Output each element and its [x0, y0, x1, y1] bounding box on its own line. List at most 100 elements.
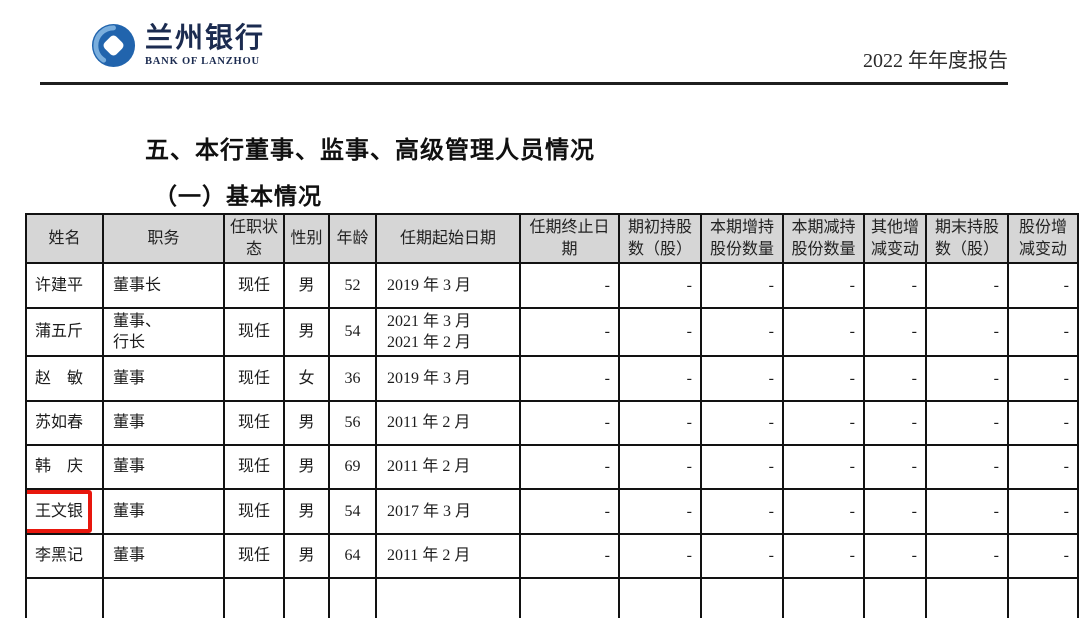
cell-shares-dec: - [782, 262, 865, 309]
cell-empty [25, 577, 104, 618]
cell-status: 现任 [223, 488, 285, 535]
cell-shares-inc: - [700, 444, 784, 490]
cell-position: 董事 [102, 488, 225, 535]
cell-name: 李黑记 [25, 533, 104, 579]
cell-empty [328, 577, 377, 618]
cell-term-start: 2017 年 3 月 [375, 488, 521, 535]
col-header-name: 姓名 [25, 213, 104, 264]
cell-name: 许建平 [25, 262, 104, 309]
table-row: 苏如春 董事 现任男 56 2011 年 2 月------- [25, 400, 1079, 446]
cell-term-start: 2019 年 3 月 [375, 262, 521, 309]
cell-position: 董事 [102, 400, 225, 446]
cell-share-change: - [1007, 355, 1079, 402]
table-row: 李黑记 董事 现任男 64 2011 年 2 月------- [25, 533, 1079, 579]
cell-position: 董事、 行长 [102, 307, 225, 357]
cell-empty [283, 577, 330, 618]
cell-empty [102, 577, 225, 618]
bank-logo-icon [91, 23, 136, 68]
cell-share-change: - [1007, 488, 1079, 535]
cell-shares-end: - [925, 533, 1009, 579]
bank-name-cn: 兰州银行 [145, 22, 266, 54]
cell-empty [863, 577, 927, 618]
cell-shares-inc: - [700, 262, 784, 309]
cell-empty [519, 577, 620, 618]
table-row-partial [25, 577, 1079, 618]
cell-empty [618, 577, 702, 618]
cell-status: 现任 [223, 400, 285, 446]
cell-shares-dec: - [782, 400, 865, 446]
cell-term-end: - [519, 533, 620, 579]
col-header-age: 年龄 [328, 213, 377, 264]
cell-other-change: - [863, 262, 927, 309]
cell-gender: 女 [283, 355, 330, 402]
cell-age: 64 [328, 533, 377, 579]
cell-age: 36 [328, 355, 377, 402]
cell-shares-inc: - [700, 355, 784, 402]
cell-term-end: - [519, 400, 620, 446]
col-header-term-start: 任期起始日期 [375, 213, 521, 264]
cell-shares-dec: - [782, 307, 865, 357]
cell-shares-end: - [925, 307, 1009, 357]
cell-shares-inc: - [700, 400, 784, 446]
cell-name: 蒲五斤 [25, 307, 104, 357]
cell-empty [375, 577, 521, 618]
cell-other-change: - [863, 355, 927, 402]
bank-logo: 兰州银行 BANK OF LANZHOU [90, 22, 265, 69]
cell-shares-begin: - [618, 355, 702, 402]
cell-age: 56 [328, 400, 377, 446]
cell-shares-begin: - [618, 307, 702, 357]
table-header-row: 姓名 职务 任职状 态 性别 年龄 任期起始日期 任期终止日期 期初持股 数（股… [25, 213, 1079, 264]
header-divider [40, 82, 1008, 85]
cell-share-change: - [1007, 262, 1079, 309]
cell-shares-begin: - [618, 533, 702, 579]
report-title: 2022 年年度报告 [863, 50, 1008, 72]
col-header-status: 任职状 态 [223, 213, 285, 264]
cell-shares-dec: - [782, 355, 865, 402]
cell-other-change: - [863, 533, 927, 579]
cell-other-change: - [863, 400, 927, 446]
cell-shares-end: - [925, 400, 1009, 446]
cell-term-start: 2021 年 3 月 2021 年 2 月 [375, 307, 521, 357]
cell-shares-inc: - [700, 533, 784, 579]
col-header-position: 职务 [102, 213, 225, 264]
cell-other-change: - [863, 488, 927, 535]
table-row: 韩 庆董事 现任男 69 2011 年 2 月------- [25, 444, 1079, 490]
cell-share-change: - [1007, 444, 1079, 490]
cell-shares-dec: - [782, 444, 865, 490]
cell-shares-begin: - [618, 400, 702, 446]
cell-share-change: - [1007, 533, 1079, 579]
cell-empty [925, 577, 1009, 618]
cell-term-end: - [519, 307, 620, 357]
col-header-share-change: 股份增 减变动 [1007, 213, 1079, 264]
cell-shares-inc: - [700, 488, 784, 535]
cell-share-change: - [1007, 400, 1079, 446]
cell-status: 现任 [223, 355, 285, 402]
cell-gender: 男 [283, 400, 330, 446]
cell-shares-end: - [925, 355, 1009, 402]
cell-status: 现任 [223, 307, 285, 357]
section-title: 五、本行董事、监事、高级管理人员情况 [145, 138, 595, 164]
cell-shares-dec: - [782, 533, 865, 579]
cell-term-start: 2019 年 3 月 [375, 355, 521, 402]
table-body: 许建平 董事长 现任男 52 2019 年 3 月 - - - - - - - 蒲五斤 董事、 行长 现任男… [25, 262, 1079, 618]
cell-age: 69 [328, 444, 377, 490]
cell-gender: 男 [283, 533, 330, 579]
cell-empty [1007, 577, 1079, 618]
cell-position: 董事长 [102, 262, 225, 309]
bank-logo-text: 兰州银行 BANK OF LANZHOU [145, 22, 266, 67]
col-header-shares-decrease: 本期减持 股份数量 [782, 213, 865, 264]
cell-position: 董事 [102, 355, 225, 402]
cell-shares-begin: - [618, 444, 702, 490]
cell-empty [223, 577, 285, 618]
cell-other-change: - [863, 444, 927, 490]
table-row: 许建平 董事长 现任男 52 2019 年 3 月------- [25, 262, 1079, 309]
cell-shares-end: - [925, 262, 1009, 309]
cell-empty [782, 577, 865, 618]
cell-empty [700, 577, 784, 618]
cell-shares-begin: - [618, 488, 702, 535]
table-row: 蒲五斤 董事、 行长 现任男 54 2021 年 3 月 2021 年 2 月-----… [25, 307, 1079, 357]
subsection-title: （一）基本情况 [154, 184, 322, 209]
cell-shares-dec: - [782, 488, 865, 535]
col-header-shares-begin: 期初持股 数（股） [618, 213, 702, 264]
table-row: 王文银 董事 现任男 54 2017 年 3 月------- [25, 488, 1079, 535]
